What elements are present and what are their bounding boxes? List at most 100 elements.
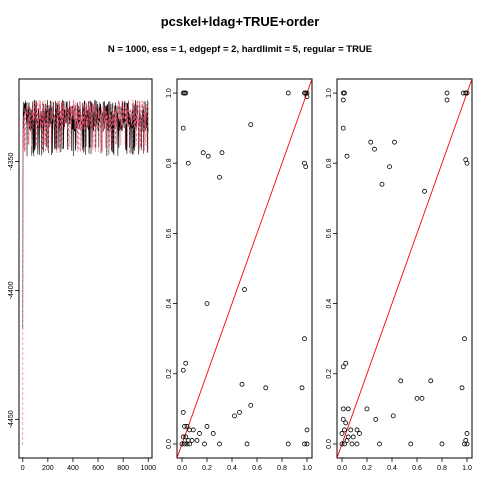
data-point [304,441,310,447]
x-tick-label: 0.2 [202,465,212,472]
data-point [364,406,370,412]
data-point [299,385,305,391]
y-tick-label: 0.0 [166,439,173,449]
data-point [204,424,210,429]
x-tick-label: 1.0 [302,465,312,472]
data-point [419,395,425,401]
data-point [244,441,250,447]
data-point [408,441,414,447]
data-point [439,441,445,447]
y-tick-label: -4350 [8,152,15,170]
data-point [459,385,465,391]
chart-subtitle: N = 1000, ess = 1, edgepf = 2, hardlimit… [107,44,373,55]
data-point [387,164,392,170]
data-point [197,431,202,436]
data-point [180,434,186,440]
data-point [232,413,237,419]
y-tick-label: 0.8 [326,158,333,168]
y-tick-label: 1.0 [166,88,173,98]
data-point [304,90,310,96]
data-point [339,431,345,436]
x-tick-label: 0.8 [437,465,447,472]
data-point [184,441,190,447]
data-point [183,434,189,440]
x-axis: 0.0 0.2 0.4 0.6 0.8 1.0 [337,458,472,472]
data-point [342,90,347,96]
data-point [343,420,349,426]
data-point [217,174,222,180]
data-point [462,336,467,342]
data-point [422,188,427,194]
data-point [202,441,207,447]
data-point [217,441,222,447]
data-point [463,438,469,443]
data-point [464,431,470,436]
data-point [340,125,346,131]
y-tick-label: 0.8 [166,158,173,168]
plot-frame [336,78,473,459]
data-point [183,90,189,96]
data-point [377,441,382,447]
data-point [379,181,385,187]
data-point [180,409,186,415]
x-tick-label: 600 [92,465,104,472]
x-tick-label: 400 [67,465,79,472]
y-tick-label: 0.0 [326,439,333,449]
x-tick-label: 0.0 [337,465,347,472]
data-point [372,146,377,152]
x-axis: 0.0 0.2 0.4 0.6 0.8 1.0 [177,458,312,472]
trace-panel: 0 200 400 600 800 1000 -4350 -4400 -4450 [8,78,156,472]
data-point [239,381,245,387]
data-point [179,441,185,447]
data-point [302,441,307,447]
data-point [182,441,187,447]
data-point [303,164,309,170]
scatter-panel-2: 0.0 0.2 0.4 0.6 0.8 1.0 0.0 0.2 0.4 0.6 0.8 1.0 [326,78,473,472]
y-tick-label: 0.4 [326,299,333,309]
data-point [200,150,206,156]
y-tick-label: 0.2 [326,369,333,379]
data-point [237,409,242,415]
x-tick-label: 0.4 [387,465,397,472]
data-point [189,438,195,443]
y-tick-label: 0.6 [166,228,173,238]
reference-line [337,79,472,458]
data-point [398,378,404,384]
reference-line [177,79,312,458]
scatter-layer [177,79,312,458]
scatter-layer [337,79,472,458]
data-point [340,416,346,422]
data-point [349,441,355,447]
data-point [350,434,356,440]
data-point [210,431,216,436]
data-point [187,441,192,447]
x-tick-label: 0.6 [252,465,262,472]
data-point [392,139,397,145]
data-point [345,406,351,412]
x-tick-label: 0.4 [227,465,237,472]
x-tick-label: 0 [21,465,25,472]
data-point [219,150,225,156]
y-tick-label: 0.2 [166,369,173,379]
data-point [344,438,350,443]
data-point [339,441,345,447]
data-point [304,427,310,433]
x-tick-label: 200 [42,465,54,472]
data-point [464,90,470,96]
data-point [248,122,254,128]
data-point [184,424,190,429]
y-axis: -4350 -4400 -4450 [8,152,19,428]
data-point [248,402,254,408]
x-tick-label: 800 [117,465,129,472]
y-tick-label: 0.4 [166,299,173,309]
x-tick-label: 0.8 [277,465,287,472]
y-axis: 0.0 0.2 0.4 0.6 0.8 1.0 [166,88,177,449]
data-point [183,360,189,366]
data-point [344,153,350,159]
data-point [185,160,191,166]
x-tick-label: 0.2 [362,465,372,472]
y-axis: 0.0 0.2 0.4 0.6 0.8 1.0 [326,88,337,449]
data-point [340,364,346,370]
data-point [340,97,346,103]
